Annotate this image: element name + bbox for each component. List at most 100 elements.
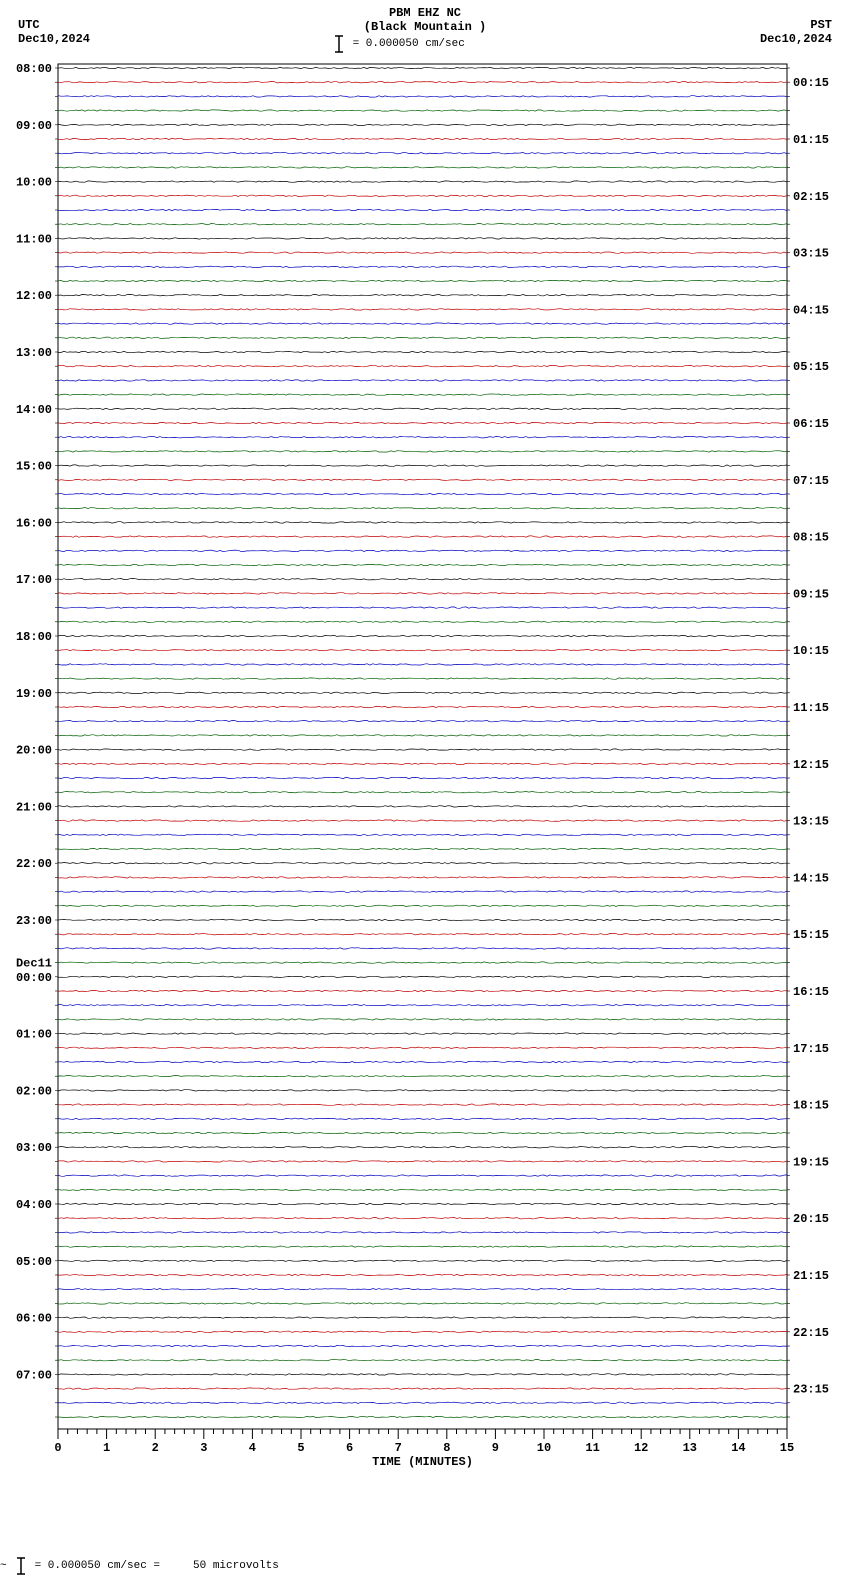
- seismic-trace: [58, 1388, 787, 1389]
- seismic-trace: [58, 493, 787, 494]
- right-hour-label: 00:15: [793, 76, 829, 90]
- seismic-trace: [58, 777, 787, 778]
- right-hour-label: 23:15: [793, 1383, 829, 1397]
- seismic-trace: [58, 1289, 787, 1290]
- seismic-trace: [58, 82, 787, 83]
- left-hour-label: 04:00: [16, 1198, 52, 1212]
- seismic-trace: [58, 508, 787, 509]
- seismic-trace: [58, 422, 787, 423]
- seismic-trace: [58, 948, 787, 949]
- seismic-trace: [58, 1118, 787, 1119]
- left-hour-label: 01:00: [16, 1028, 52, 1042]
- left-hour-label: 09:00: [16, 119, 52, 133]
- seismic-trace: [58, 96, 787, 97]
- seismic-trace: [58, 252, 787, 253]
- seismic-trace: [58, 1303, 787, 1304]
- seismic-trace: [58, 1104, 787, 1105]
- right-hour-label: 18:15: [793, 1099, 829, 1113]
- x-tick-label: 8: [443, 1441, 450, 1455]
- seismic-trace: [58, 1331, 787, 1332]
- seismic-trace: [58, 1147, 787, 1148]
- x-tick-label: 12: [634, 1441, 648, 1455]
- seismic-trace: [58, 607, 787, 608]
- seismic-trace: [58, 621, 787, 622]
- seismic-trace: [58, 1203, 787, 1204]
- seismic-trace: [58, 934, 787, 935]
- x-tick-label: 13: [683, 1441, 697, 1455]
- seismic-trace: [58, 408, 787, 409]
- right-hour-label: 09:15: [793, 587, 829, 601]
- x-tick-label: 1: [103, 1441, 110, 1455]
- footer-scale-bar-icon: [14, 1556, 28, 1576]
- right-hour-label: 12:15: [793, 758, 829, 772]
- left-hour-label: 16:00: [16, 516, 52, 530]
- seismic-trace: [58, 635, 787, 636]
- x-tick-label: 15: [780, 1441, 794, 1455]
- right-hour-label: 04:15: [793, 303, 829, 317]
- right-hour-label: 07:15: [793, 474, 829, 488]
- seismic-trace: [58, 564, 787, 565]
- right-hour-label: 06:15: [793, 417, 829, 431]
- x-axis-title: TIME (MINUTES): [372, 1455, 473, 1469]
- seismic-trace: [58, 820, 787, 821]
- seismic-trace: [58, 266, 787, 267]
- seismic-trace: [58, 919, 787, 920]
- seismic-trace: [58, 579, 787, 580]
- x-tick-label: 4: [249, 1441, 256, 1455]
- right-hour-label: 11:15: [793, 701, 829, 715]
- seismic-trace: [58, 1246, 787, 1247]
- left-hour-label: Dec11: [16, 957, 52, 971]
- seismic-trace: [58, 905, 787, 906]
- seismic-trace: [58, 451, 787, 452]
- helicorder-plot: 0123456789101112131415TIME (MINUTES)08:0…: [0, 0, 850, 1520]
- right-hour-label: 01:15: [793, 133, 829, 147]
- seismic-trace: [58, 593, 787, 594]
- seismic-trace: [58, 962, 787, 963]
- seismic-trace: [58, 806, 787, 807]
- right-hour-label: 16:15: [793, 985, 829, 999]
- left-hour-label: 15:00: [16, 460, 52, 474]
- seismic-trace: [58, 465, 787, 466]
- seismic-trace: [58, 394, 787, 395]
- left-hour-label: 19:00: [16, 687, 52, 701]
- left-hour-label: 03:00: [16, 1141, 52, 1155]
- seismic-trace: [58, 1416, 787, 1417]
- seismic-trace: [58, 1033, 787, 1034]
- x-tick-label: 2: [152, 1441, 159, 1455]
- seismic-trace: [58, 1047, 787, 1048]
- left-hour-label: 14:00: [16, 403, 52, 417]
- left-hour-label: 06:00: [16, 1312, 52, 1326]
- seismic-trace: [58, 692, 787, 693]
- right-hour-label: 10:15: [793, 644, 829, 658]
- seismic-trace: [58, 67, 787, 68]
- seismic-trace: [58, 721, 787, 722]
- seismic-trace: [58, 834, 787, 835]
- seismic-trace: [58, 749, 787, 750]
- left-hour-label: 17:00: [16, 573, 52, 587]
- seismic-trace: [58, 437, 787, 438]
- seismic-trace: [58, 1218, 787, 1219]
- seismic-trace: [58, 295, 787, 296]
- seismic-trace: [58, 891, 787, 892]
- seismic-trace: [58, 763, 787, 764]
- right-hour-label: 15:15: [793, 928, 829, 942]
- seismic-trace: [58, 735, 787, 736]
- seismic-trace: [58, 323, 787, 324]
- left-hour-label: 22:00: [16, 857, 52, 871]
- seismic-trace: [58, 863, 787, 864]
- seismic-trace: [58, 380, 787, 381]
- seismic-trace: [58, 224, 787, 225]
- seismic-trace: [58, 280, 787, 281]
- seismic-trace: [58, 877, 787, 878]
- plot-frame: [58, 64, 787, 1429]
- seismic-trace: [58, 1374, 787, 1375]
- x-tick-label: 14: [731, 1441, 745, 1455]
- seismic-trace: [58, 309, 787, 310]
- footer-text: = 0.000050 cm/sec = 50 microvolts: [28, 1560, 279, 1572]
- seismic-trace: [58, 650, 787, 651]
- seismic-trace: [58, 1260, 787, 1261]
- seismic-trace: [58, 1005, 787, 1006]
- seismic-trace: [58, 1232, 787, 1233]
- right-hour-label: 21:15: [793, 1269, 829, 1283]
- seismic-trace: [58, 536, 787, 537]
